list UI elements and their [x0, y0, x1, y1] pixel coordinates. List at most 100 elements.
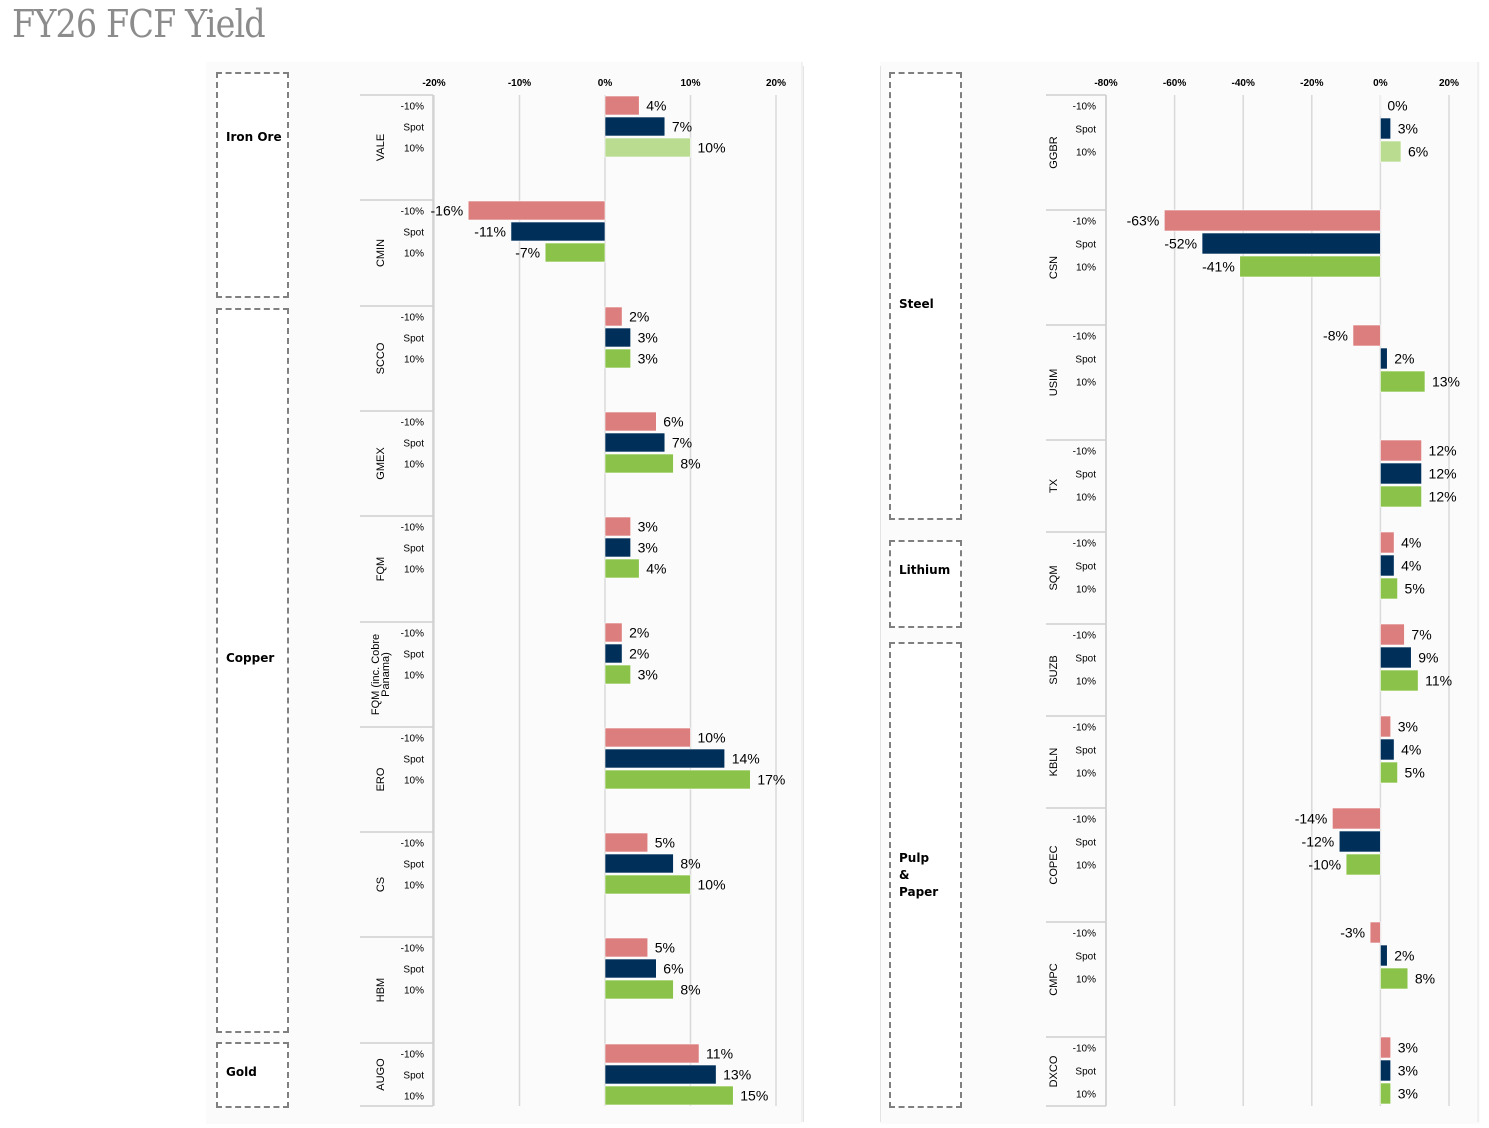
bar-spot	[1380, 347, 1388, 370]
data-label: 5%	[655, 940, 675, 956]
data-label: 4%	[1401, 558, 1421, 574]
data-label: 7%	[1411, 627, 1431, 643]
data-label: 15%	[740, 1088, 768, 1104]
scenario-label: 10%	[404, 249, 424, 260]
category-label: KBLN	[1048, 748, 1060, 777]
bar-minus10	[604, 832, 649, 853]
data-label: -10%	[1308, 857, 1341, 873]
scenario-label: Spot	[403, 860, 424, 871]
data-label: 5%	[1405, 581, 1425, 597]
data-label: 4%	[1401, 742, 1421, 758]
category-label-line: DXCO	[1048, 1055, 1060, 1087]
scenario-label: Spot	[403, 334, 424, 345]
x-tick-label: 0%	[598, 78, 613, 89]
sector-label: Iron Ore	[226, 130, 282, 144]
scenario-label: Spot	[403, 1071, 424, 1082]
data-label: -11%	[474, 224, 506, 240]
scenario-label: -10%	[401, 1050, 424, 1061]
bar-plus10	[1380, 485, 1422, 508]
category-label-line: CMIN	[375, 239, 387, 267]
bar-spot	[1380, 944, 1388, 967]
scenario-label: 10%	[1076, 975, 1096, 986]
sector-box-lithium: Lithium	[889, 540, 962, 628]
data-label: 6%	[663, 961, 683, 977]
scenario-label: 10%	[1076, 493, 1096, 504]
data-label: 11%	[1425, 673, 1452, 689]
category-label-line: SCCO	[375, 342, 387, 374]
scenario-label: Spot	[1075, 470, 1096, 481]
bar-spot	[1380, 117, 1391, 140]
category-label-line: KBLN	[1048, 748, 1060, 777]
category-label-line: GGBR	[1048, 136, 1060, 168]
data-label: 17%	[757, 772, 785, 788]
bar-spot	[604, 537, 631, 558]
category-label: SQM	[1048, 565, 1060, 590]
scenario-label: -10%	[1073, 723, 1096, 734]
scenario-label: 10%	[404, 881, 424, 892]
data-label: -7%	[515, 245, 540, 261]
scenario-label: Spot	[403, 123, 424, 134]
left-bar-chart: -20% -10% 0% 10% 20% VALE -10% 4% Spot 7% 10% 10% CM…	[360, 62, 803, 1122]
data-label: 12%	[1429, 443, 1457, 459]
category-label: GMEX	[375, 447, 387, 480]
bar-spot	[1380, 554, 1395, 577]
data-label: -3%	[1340, 925, 1365, 941]
scenario-label: -10%	[1073, 102, 1096, 113]
category-label: GGBR	[1048, 136, 1060, 168]
bar-plus10	[544, 242, 606, 263]
bar-minus10	[604, 1043, 700, 1064]
category-label-line: COPEC	[1048, 845, 1060, 884]
bar-minus10	[1380, 531, 1395, 554]
scenario-label: Spot	[403, 650, 424, 661]
data-label: 3%	[1398, 1086, 1418, 1102]
bar-plus10	[1380, 761, 1398, 784]
category-label: SCCO	[375, 342, 387, 374]
panel-divider	[880, 66, 881, 1122]
sector-label: Copper	[226, 651, 275, 665]
panel-divider	[803, 66, 804, 1122]
data-label: 3%	[638, 519, 658, 535]
data-label: 3%	[1398, 1040, 1418, 1056]
data-label: 8%	[680, 856, 700, 872]
scenario-label: 10%	[1076, 677, 1096, 688]
bar-plus10	[1239, 255, 1381, 278]
data-label: 14%	[732, 751, 760, 767]
sector-box-pulp-paper: Pulp & Paper	[889, 642, 962, 1108]
bar-plus10	[1380, 577, 1398, 600]
category-label: CMIN	[375, 239, 387, 267]
scenario-label: -10%	[1073, 332, 1096, 343]
data-label: 3%	[638, 540, 658, 556]
category-label-line: CSN	[1048, 256, 1060, 279]
category-label-line: FQM	[375, 557, 387, 581]
x-tick-label: -60%	[1163, 78, 1186, 89]
bar-spot	[1380, 462, 1422, 485]
scenario-label: -10%	[1073, 447, 1096, 458]
scenario-label: 10%	[1076, 1090, 1096, 1101]
scenario-label: -10%	[401, 102, 424, 113]
bar-spot	[604, 432, 666, 453]
data-label: 12%	[1429, 466, 1457, 482]
scenario-label: -10%	[1073, 539, 1096, 550]
data-label: 2%	[629, 625, 649, 641]
scenario-label: Spot	[1075, 746, 1096, 757]
scenario-label: 10%	[404, 1092, 424, 1103]
scenario-label: -10%	[401, 418, 424, 429]
scenario-label: 10%	[1076, 585, 1096, 596]
data-label: -8%	[1323, 328, 1348, 344]
bar-minus10	[1380, 715, 1391, 738]
bar-spot	[1201, 232, 1381, 255]
sector-box-gold: Gold	[216, 1042, 289, 1108]
bar-spot	[604, 327, 631, 348]
data-label: 7%	[672, 119, 692, 135]
scenario-label: 10%	[404, 565, 424, 576]
bar-minus10	[1352, 324, 1381, 347]
data-label: -41%	[1202, 259, 1235, 275]
scenario-label: 10%	[404, 144, 424, 155]
bar-minus10	[467, 200, 606, 221]
data-label: 4%	[1401, 535, 1421, 551]
bar-minus10	[604, 727, 691, 748]
bar-spot	[1380, 1059, 1391, 1082]
scenario-label: -10%	[401, 313, 424, 324]
bar-minus10	[1369, 921, 1381, 944]
scenario-label: -10%	[1073, 1044, 1096, 1055]
